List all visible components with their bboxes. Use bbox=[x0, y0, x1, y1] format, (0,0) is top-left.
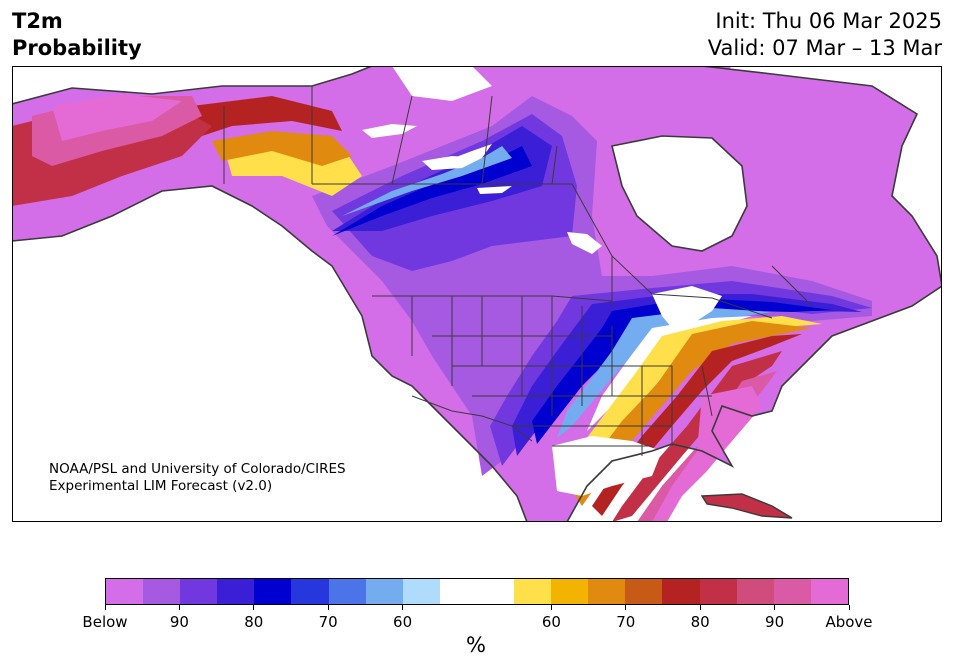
colorbar-tick-label: 90 bbox=[169, 613, 189, 631]
colorbar-tick-label: 80 bbox=[244, 613, 264, 631]
map-title-right: Init: Thu 06 Mar 2025 Valid: 07 Mar – 13… bbox=[708, 8, 942, 62]
forecast-map bbox=[12, 66, 942, 522]
colorbar-segment bbox=[736, 579, 774, 604]
colorbar-tick bbox=[550, 605, 552, 610]
colorbar-tick bbox=[848, 605, 850, 610]
arctic-water-north bbox=[392, 66, 492, 101]
colorbar-segment bbox=[106, 579, 144, 604]
colorbar-segment bbox=[625, 579, 663, 604]
colorbar-tick bbox=[327, 605, 329, 610]
colorbar-tick bbox=[253, 605, 255, 610]
colorbar-segment bbox=[588, 579, 626, 604]
colorbar-segment bbox=[439, 579, 477, 604]
colorbar-tick-label: 70 bbox=[616, 613, 636, 631]
colorbar-segment bbox=[365, 579, 403, 604]
colorbar-segment bbox=[402, 579, 440, 604]
colorbar-tick-label: 60 bbox=[541, 613, 561, 631]
colorbar-segment bbox=[254, 579, 292, 604]
us-mexico-border bbox=[411, 395, 533, 442]
colorbar-tick-label: 90 bbox=[765, 613, 785, 631]
colorbar-tick-label: 80 bbox=[690, 613, 710, 631]
colorbar-segment bbox=[476, 579, 515, 604]
great-lakes bbox=[652, 286, 722, 328]
map-frame bbox=[12, 66, 942, 522]
colorbar-segment bbox=[514, 579, 552, 604]
colorbar-tick-label: Above bbox=[825, 613, 873, 631]
colorbar-segment bbox=[291, 579, 329, 604]
colorbar-tick bbox=[774, 605, 776, 610]
colorbar-segment bbox=[810, 579, 848, 604]
credit-line-2: Experimental LIM Forecast (v2.0) bbox=[49, 478, 273, 494]
valid-range: Valid: 07 Mar – 13 Mar bbox=[707, 36, 942, 60]
colorbar-unit: % bbox=[466, 633, 486, 657]
init-date: Init: Thu 06 Mar 2025 bbox=[715, 9, 942, 33]
band-pink bbox=[32, 96, 777, 522]
colorbar-tick bbox=[402, 605, 404, 610]
colorbar-segment bbox=[328, 579, 366, 604]
great-slave-lake bbox=[362, 124, 417, 138]
lake-athabasca bbox=[477, 186, 512, 194]
hudson-bay bbox=[612, 136, 747, 251]
colorbar-segment bbox=[143, 579, 181, 604]
colorbar-segment bbox=[662, 579, 700, 604]
colorbar-tick bbox=[625, 605, 627, 610]
band-above bbox=[52, 94, 762, 522]
credit-line-1: NOAA/PSL and University of Colorado/CIRE… bbox=[49, 461, 346, 477]
colorbar-segment bbox=[180, 579, 218, 604]
credit-block: NOAA/PSL and University of Colorado/CIRE… bbox=[49, 461, 346, 495]
colorbar-segment bbox=[699, 579, 737, 604]
hudson-bay-coast bbox=[611, 135, 748, 252]
colorbar-segment bbox=[217, 579, 255, 604]
band-yellow bbox=[222, 136, 822, 486]
map-title-left: T2m Probability bbox=[12, 8, 142, 62]
title-variable: T2m bbox=[12, 9, 63, 33]
colorbar-segment bbox=[773, 579, 811, 604]
cuba-outline bbox=[700, 493, 793, 519]
great-bear-lake bbox=[422, 156, 482, 170]
us-states bbox=[372, 295, 713, 456]
title-type: Probability bbox=[12, 36, 142, 60]
canada-provinces bbox=[311, 86, 813, 307]
band-caribbean bbox=[702, 494, 792, 518]
colorbar-tick-label: 60 bbox=[393, 613, 413, 631]
colorbar bbox=[105, 578, 849, 605]
us-canada-border bbox=[223, 106, 773, 319]
colorbar-tick bbox=[699, 605, 701, 610]
colorbar-tick bbox=[178, 605, 180, 610]
colorbar-segment bbox=[551, 579, 589, 604]
lake-winnipeg bbox=[567, 232, 602, 254]
colorbar-tick bbox=[104, 605, 106, 610]
borders bbox=[12, 66, 942, 522]
band-greenland bbox=[652, 66, 732, 96]
colorbar-tick-label: 70 bbox=[318, 613, 338, 631]
colorbar-tick-label: Below bbox=[82, 613, 128, 631]
